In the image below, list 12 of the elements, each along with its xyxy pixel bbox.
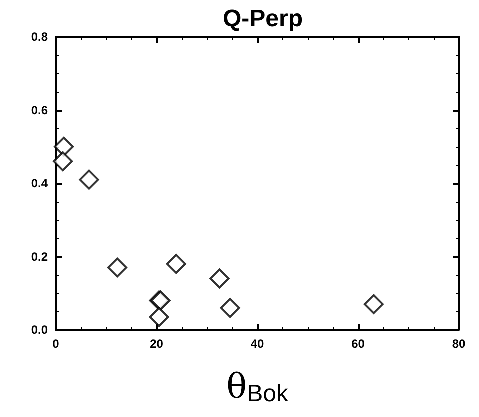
y-tick-label: 0.6	[31, 103, 48, 118]
chart-title: Q-Perp	[222, 6, 304, 32]
y-tick-label: 0.0	[31, 323, 48, 337]
y-tick-label: 0.2	[31, 250, 48, 264]
x-tick-label: 40	[250, 337, 264, 351]
y-tick-label: 0.8	[31, 30, 48, 44]
x-axis-title: θBok	[226, 367, 290, 408]
x-tick-label: 60	[352, 337, 366, 351]
x-tick-label: 20	[150, 337, 164, 351]
x-tick-label: 80	[452, 337, 466, 351]
y-tick-label: 0.4	[31, 176, 48, 190]
x-tick-label: 0	[52, 337, 60, 351]
